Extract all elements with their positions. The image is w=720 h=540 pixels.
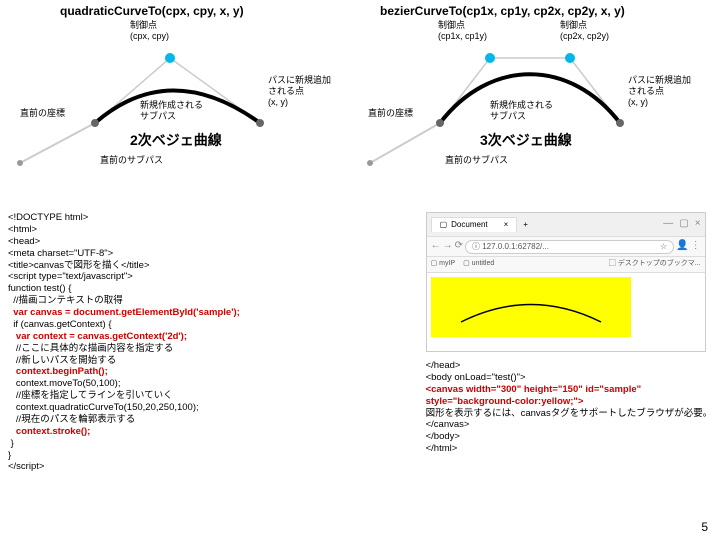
bezier-curve-title: 3次ベジェ曲線 (480, 130, 572, 150)
bookmark-bar: ▢ myIP ▢ untitled ▢ デスクトップのブックマ... (427, 257, 705, 273)
code-line: 図形を表示するには、canvasタグをサポートしたブラウザが必要。 (426, 408, 712, 420)
bookmark-2[interactable]: ▢ untitled (463, 260, 494, 269)
reload-icon[interactable]: ⟳ (455, 240, 463, 253)
quadratic-diagram: quadraticCurveTo(cpx, cpy, x, y) 制御点(cpx… (0, 0, 360, 200)
code-line: <html> (8, 224, 410, 236)
code-line: if (canvas.getContext) { (8, 319, 410, 331)
browser-tabbar: ▢ Document × + — ▢ × (427, 213, 705, 237)
browser-preview: ▢ Document × + — ▢ × ← → ⟳ ⓘ 127.0.0.1:6… (426, 212, 706, 352)
info-icon: ⓘ (472, 242, 480, 251)
bezier-title: bezierCurveTo(cp1x, cp1y, cp2x, cp2y, x,… (360, 0, 720, 18)
code-line: //現在のパスを輪郭表示する (8, 414, 410, 426)
control2-label: 制御点(cp2x, cp2y) (560, 20, 609, 42)
code-line: var canvas = document.getElementById('sa… (8, 307, 410, 319)
minimize-icon[interactable]: — (663, 218, 673, 231)
code-line: } (8, 438, 410, 450)
browser-urlbar: ← → ⟳ ⓘ 127.0.0.1:62782/... ☆ 👤 ⋮ (427, 237, 705, 257)
code-line: <!DOCTYPE html> (8, 212, 410, 224)
code-line: context.stroke(); (8, 426, 410, 438)
prev-subpath-label-r: 直前のサブパス (445, 155, 508, 166)
close-window-icon[interactable]: × (695, 218, 701, 231)
code-line: <head> (8, 236, 410, 248)
prev-subpath-label: 直前のサブパス (100, 155, 163, 166)
code-line: //座標を指定してラインを引いていく (8, 390, 410, 402)
code-line: context.beginPath(); (8, 366, 410, 378)
canvas-preview (431, 277, 631, 337)
new-tab-icon[interactable]: + (523, 220, 528, 230)
code-line: //ここに具体的な描画内容を指定する (8, 343, 410, 355)
code-line: <script type="text/javascript"> (8, 271, 410, 283)
bookmark-3[interactable]: ▢ デスクトップのブックマ... (609, 260, 701, 269)
prev-coord-label-r: 直前の座標 (368, 108, 413, 119)
quadratic-curve-title: 2次ベジェ曲線 (130, 130, 222, 150)
code-line: context.quadraticCurveTo(150,20,250,100)… (8, 402, 410, 414)
new-point-label-r: パスに新規追加される点(x, y) (628, 75, 691, 107)
code-line: style="background-color:yellow;"> (426, 396, 712, 408)
maximize-icon[interactable]: ▢ (679, 218, 688, 231)
code-left-block: <!DOCTYPE html><html><head><meta charset… (0, 208, 418, 477)
back-icon[interactable]: ← (431, 240, 441, 253)
code-right-block: ▢ Document × + — ▢ × ← → ⟳ ⓘ 127.0.0.1:6… (418, 208, 720, 477)
code-line: <body onLoad="test()"> (426, 372, 712, 384)
code-line: <title>canvasで図形を描く</title> (8, 260, 410, 272)
code-line: </canvas> (426, 419, 712, 431)
page-number: 5 (701, 520, 708, 534)
subpath-label: 新規作成されるサブパス (140, 100, 203, 122)
code-line: function test() { (8, 283, 410, 295)
code-line: var context = canvas.getContext('2d'); (8, 331, 410, 343)
quadratic-title: quadraticCurveTo(cpx, cpy, x, y) (0, 0, 360, 18)
url-input[interactable]: ⓘ 127.0.0.1:62782/... ☆ (465, 240, 674, 254)
code-line: </script> (8, 461, 410, 473)
code-line: </head> (426, 360, 712, 372)
bezier-diagram: bezierCurveTo(cp1x, cp1y, cp2x, cp2y, x,… (360, 0, 720, 200)
forward-icon[interactable]: → (443, 240, 453, 253)
browser-tab[interactable]: ▢ Document × (431, 217, 518, 232)
bookmark-1[interactable]: ▢ myIP (431, 260, 456, 269)
code-line: </body> (426, 431, 712, 443)
url-text: 127.0.0.1:62782/... (482, 242, 549, 251)
code-line: //新しいパスを開始する (8, 355, 410, 367)
subpath-label-r: 新規作成されるサブパス (490, 100, 553, 122)
menu-icon[interactable]: ⋮ (691, 240, 701, 253)
code-line: } (8, 450, 410, 462)
tab-close-icon[interactable]: × (504, 220, 509, 230)
star-icon[interactable]: ☆ (660, 242, 667, 252)
new-point-label: パスに新規追加される点(x, y) (268, 75, 331, 107)
profile-icon[interactable]: 👤 (676, 240, 688, 253)
code-line: //描画コンテキストの取得 (8, 295, 410, 307)
code-line: </html> (426, 443, 712, 455)
control1-label: 制御点(cp1x, cp1y) (438, 20, 487, 42)
code-line: context.moveTo(50,100); (8, 378, 410, 390)
code-line: <meta charset="UTF-8"> (8, 248, 410, 260)
prev-coord-label: 直前の座標 (20, 108, 65, 119)
tab-favicon: ▢ (440, 220, 448, 230)
code-line: <canvas width="300" height="150" id="sam… (426, 384, 712, 396)
tab-title: Document (451, 220, 487, 230)
control-point-label: 制御点(cpx, cpy) (130, 20, 169, 42)
